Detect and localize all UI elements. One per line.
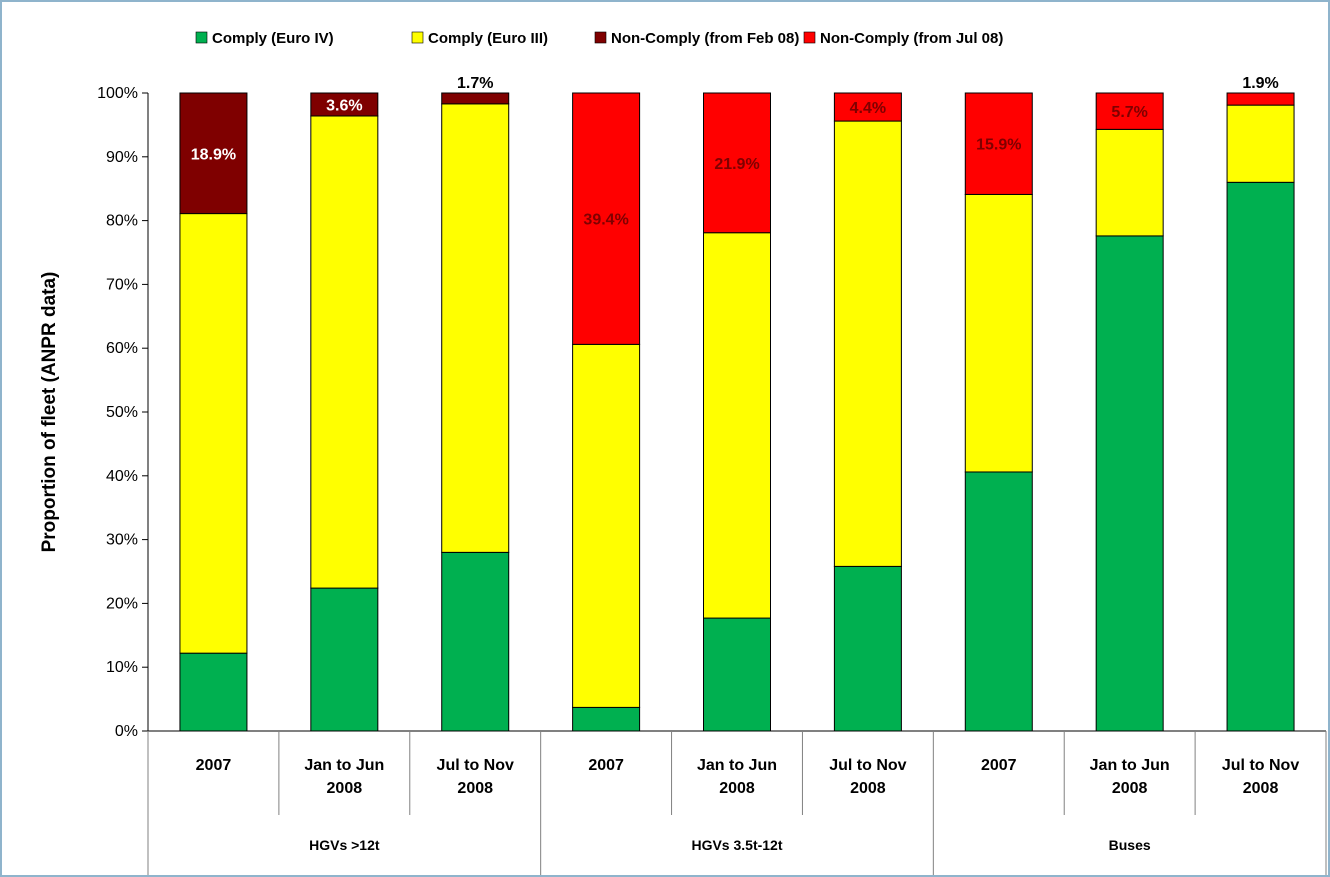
data-label: 4.4% bbox=[850, 100, 886, 117]
legend: Comply (Euro IV) Comply (Euro III) Non-Com… bbox=[195, 30, 1003, 47]
category-label: 2007 bbox=[981, 757, 1017, 774]
category-label: 2008 bbox=[1243, 780, 1279, 797]
y-tick-label: 0% bbox=[115, 723, 138, 740]
category-label: 2008 bbox=[850, 780, 886, 797]
data-label: 21.9% bbox=[714, 156, 759, 173]
y-tick-label: 60% bbox=[106, 340, 138, 357]
category-label: Jan to Jun bbox=[304, 757, 384, 774]
bar-segment bbox=[179, 652, 248, 732]
bar-segment bbox=[964, 471, 1033, 732]
category-label: 2008 bbox=[719, 780, 755, 797]
bar-segment bbox=[833, 565, 902, 732]
bar-segment bbox=[441, 103, 510, 553]
category-label: 2008 bbox=[457, 780, 493, 797]
category-label: 2007 bbox=[588, 757, 624, 774]
group-label: HGVs >12t bbox=[309, 837, 380, 853]
bar-segment bbox=[310, 115, 379, 589]
bar-segment bbox=[703, 617, 771, 732]
bar-segment bbox=[310, 587, 379, 732]
legend-label: Non-Comply (from Jul 08) bbox=[820, 30, 1003, 47]
bar-segment bbox=[310, 92, 379, 117]
bar-segment bbox=[703, 92, 771, 234]
category-label: Jan to Jun bbox=[1090, 757, 1170, 774]
bar-segment bbox=[1095, 235, 1164, 732]
data-label: 18.9% bbox=[191, 146, 236, 163]
category-label: 2008 bbox=[327, 780, 363, 797]
category-label: Jul to Nov bbox=[1222, 757, 1299, 774]
category-label: 2007 bbox=[196, 757, 232, 774]
bar-segment bbox=[572, 343, 641, 708]
bar-segment bbox=[572, 706, 641, 732]
bar-segment bbox=[1095, 92, 1164, 130]
legend-swatch bbox=[195, 31, 208, 44]
y-tick-label: 40% bbox=[106, 468, 138, 485]
x-axis: 2007 Jan to Jun 2008 Jul to Nov 2008 2007 Jan … bbox=[147, 730, 1327, 875]
y-tick-label: 30% bbox=[106, 532, 138, 549]
legend-label: Non-Comply (from Feb 08) bbox=[611, 30, 799, 47]
y-tick-label: 20% bbox=[106, 595, 138, 612]
bar-segment bbox=[1226, 92, 1295, 106]
legend-swatch bbox=[411, 31, 424, 44]
data-label: 15.9% bbox=[976, 137, 1021, 154]
y-axis-title: Proportion of fleet (ANPR data) bbox=[39, 272, 60, 553]
category-label: Jul to Nov bbox=[437, 757, 514, 774]
data-label: 1.9% bbox=[1242, 75, 1278, 92]
legend-swatch bbox=[594, 31, 607, 44]
data-label: 3.6% bbox=[326, 97, 362, 114]
category-label: 2008 bbox=[1112, 780, 1148, 797]
bars bbox=[179, 92, 1295, 732]
data-label: 5.7% bbox=[1111, 104, 1147, 121]
group-label: HGVs 3.5t-12t bbox=[691, 837, 782, 853]
data-label: 1.7% bbox=[457, 75, 493, 92]
bar-segment bbox=[964, 92, 1033, 195]
legend-label: Comply (Euro III) bbox=[428, 30, 548, 47]
bar-segment bbox=[179, 213, 248, 654]
data-labels: 18.9% 3.6% 1.7% 39.4% 21.9% 4.4% 15.9% 5.7% 1.9% bbox=[191, 75, 1279, 229]
category-label: Jul to Nov bbox=[829, 757, 906, 774]
bar-segment bbox=[441, 551, 510, 732]
bar-segment bbox=[1095, 128, 1164, 237]
group-label: Buses bbox=[1109, 837, 1151, 853]
y-tick-label: 90% bbox=[106, 149, 138, 166]
y-tick-label: 50% bbox=[106, 404, 138, 421]
legend-label: Comply (Euro IV) bbox=[212, 30, 334, 47]
legend-swatch bbox=[803, 31, 816, 44]
bar-segment bbox=[964, 193, 1033, 473]
data-label: 39.4% bbox=[583, 212, 628, 229]
y-tick-label: 10% bbox=[106, 659, 138, 676]
bar-segment bbox=[1226, 104, 1295, 183]
bar-segment bbox=[1226, 181, 1295, 732]
bar-segment bbox=[703, 232, 771, 619]
bar-segment bbox=[833, 120, 902, 567]
y-tick-label: 100% bbox=[97, 85, 138, 102]
bar-segment bbox=[833, 92, 902, 122]
y-tick-label: 70% bbox=[106, 276, 138, 293]
bar-segment bbox=[572, 92, 641, 345]
category-label: Jan to Jun bbox=[697, 757, 777, 774]
bar-segment bbox=[179, 92, 248, 215]
y-tick-label: 80% bbox=[106, 213, 138, 230]
y-axis: 0% 10% 20% 30% 40% 50% 60% 70% 80% 90% 100% bbox=[97, 85, 149, 740]
bar-segment bbox=[441, 92, 510, 105]
